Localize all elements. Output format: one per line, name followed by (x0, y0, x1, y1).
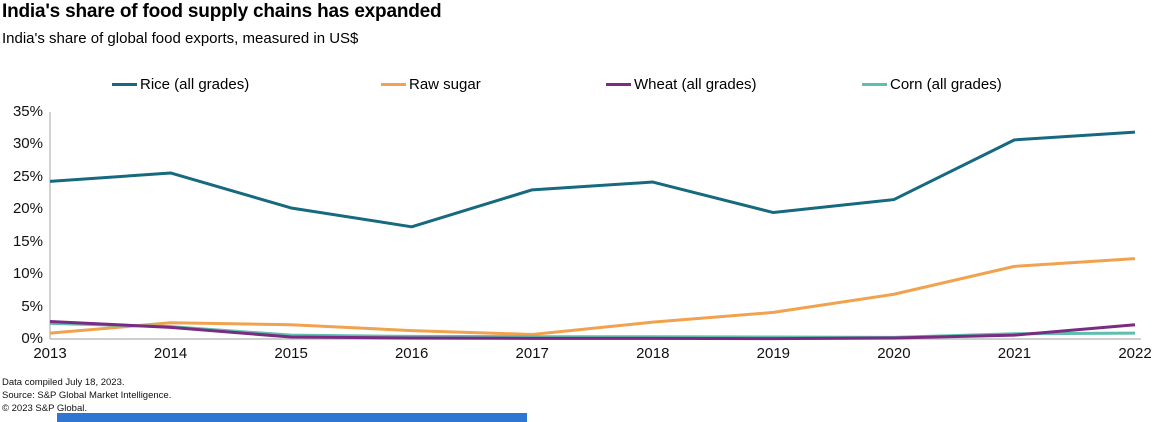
series-line-wheat-all-grades (49, 319, 1136, 341)
footer-compiled-date: Data compiled July 18, 2023. (2, 377, 125, 388)
y-tick-label-30%: 30% (12, 135, 43, 153)
x-tick-label-2020: 2020 (877, 345, 911, 362)
x-tick-label-2015: 2015 (274, 345, 308, 362)
series-line-raw-sugar (49, 257, 1136, 336)
legend-line-icon (862, 82, 887, 86)
legend-item-raw-sugar: Raw sugar (381, 74, 481, 94)
x-tick-label-2021: 2021 (997, 345, 1032, 362)
legend-line-icon (381, 82, 406, 86)
chart-title: India's share of food supply chains has … (2, 1, 442, 22)
y-tick-label-35%: 35% (12, 103, 43, 120)
y-tick-label-20%: 20% (12, 200, 43, 218)
y-tick-label-15%: 15% (12, 232, 43, 250)
bottom-accent-bar (57, 413, 527, 422)
legend-item-wheat-all-grades: Wheat (all grades) (606, 74, 757, 94)
y-tick-label-10%: 10% (12, 265, 43, 283)
legend-label: Rice (all grades) (140, 75, 250, 93)
legend-line-icon (606, 82, 631, 86)
x-tick-label-2022: 2022 (1118, 345, 1152, 362)
legend-line-icon (112, 82, 137, 86)
y-tick-label-25%: 25% (12, 167, 43, 185)
legend-item-rice-all-grades: Rice (all grades) (112, 74, 249, 94)
x-tick-label-2019: 2019 (756, 345, 791, 362)
footer: Data compiled July 18, 2023. Source: S&P… (2, 376, 171, 415)
x-tick-label-2018: 2018 (636, 345, 670, 362)
footer-copyright: © 2023 S&P Global. (2, 403, 87, 414)
legend-label: Raw sugar (409, 75, 481, 93)
y-tick-label-0%: 0% (21, 330, 43, 347)
legend-label: Corn (all grades) (890, 75, 1002, 93)
legend-item-corn-all-grades: Corn (all grades) (862, 74, 1002, 94)
x-tick-label-2017: 2017 (515, 345, 549, 362)
legend-label: Wheat (all grades) (634, 75, 757, 93)
x-tick-label-2016: 2016 (394, 345, 429, 362)
y-tick-label-5%: 5% (21, 297, 43, 315)
chart-subtitle: India's share of global food exports, me… (2, 30, 359, 47)
x-tick-label-2014: 2014 (153, 345, 188, 362)
x-tick-label-2013: 2013 (33, 345, 67, 362)
series-line-rice-all-grades (49, 130, 1136, 229)
footer-source: Source: S&P Global Market Intelligence. (2, 390, 172, 401)
